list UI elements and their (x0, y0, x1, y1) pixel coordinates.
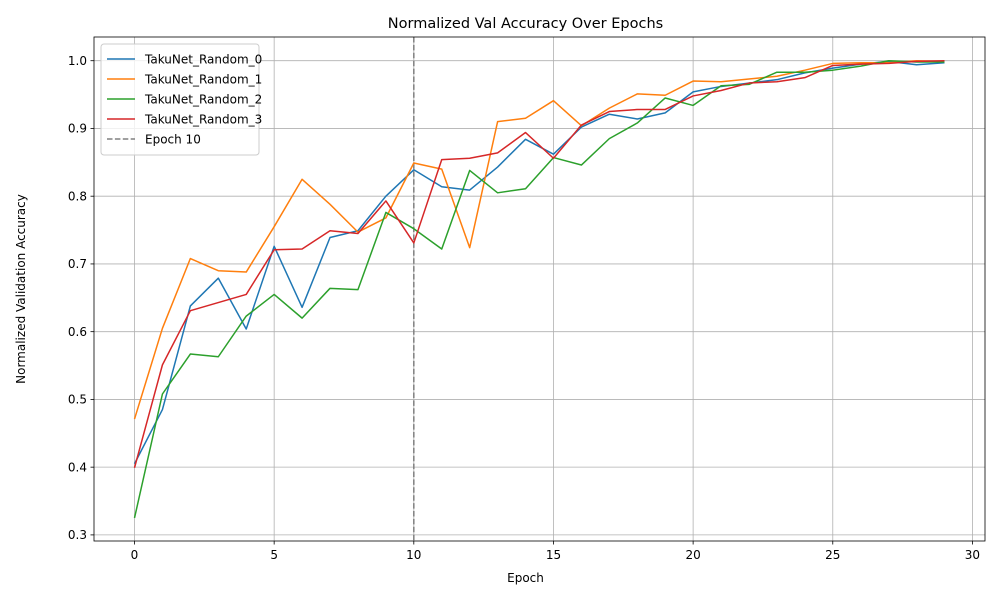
y-tick-label: 0.5 (68, 393, 87, 407)
x-tick-label: 15 (546, 548, 561, 562)
legend-label: TakuNet_Random_0 (144, 53, 262, 67)
y-tick-label: 0.4 (68, 460, 87, 474)
y-axis-ticks: 0.3 0.4 0.5 0.6 0.7 0.8 0.9 1.0 (68, 54, 94, 542)
x-tick-label: 25 (825, 548, 840, 562)
chart-title: Normalized Val Accuracy Over Epochs (388, 16, 663, 32)
x-tick-label: 30 (965, 548, 980, 562)
x-tick-label: 5 (270, 548, 278, 562)
legend-label: Epoch 10 (145, 133, 201, 147)
x-axis-ticks: 0 5 10 15 20 25 30 (131, 541, 980, 562)
legend-box (100, 43, 260, 156)
x-tick-label: 10 (406, 548, 421, 562)
series-layer (133, 59, 945, 519)
legend: TakuNet_Random_0 TakuNet_Random_1 TakuNet_… (100, 43, 262, 156)
x-axis-title: Epoch (507, 571, 544, 585)
y-tick-label: 0.6 (68, 325, 87, 339)
legend-label: TakuNet_Random_2 (144, 93, 262, 107)
y-tick-label: 0.7 (68, 257, 87, 271)
y-tick-label: 1.0 (68, 54, 87, 68)
series-line-1 (133, 59, 945, 420)
x-tick-label: 20 (685, 548, 700, 562)
series-line-3 (133, 59, 945, 469)
x-tick-label: 0 (131, 548, 139, 562)
y-tick-label: 0.9 (68, 122, 87, 136)
legend-label: TakuNet_Random_1 (144, 73, 262, 87)
y-tick-label: 0.3 (68, 528, 87, 542)
series-line-2 (133, 59, 945, 519)
legend-label: TakuNet_Random_3 (144, 113, 262, 127)
y-axis-title: Normalized Validation Accuracy (14, 194, 28, 384)
y-tick-label: 0.8 (68, 189, 87, 203)
plot-area-frame (93, 36, 986, 542)
